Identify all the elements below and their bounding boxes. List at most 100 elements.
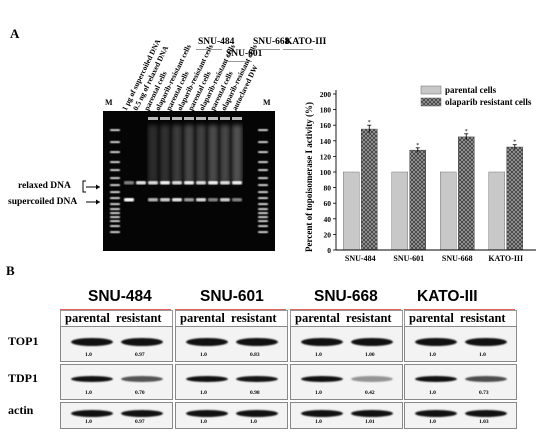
condition-label-resistant: resistant: [116, 311, 162, 325]
gel-marker-band: [258, 169, 268, 172]
band-quantification: 0.97: [135, 419, 145, 425]
bar-parental: [391, 171, 408, 251]
blot-top1: 1.0 1.0: [404, 326, 517, 362]
y-tick-label: 180: [320, 106, 332, 115]
condition-label-parental: parental: [180, 311, 225, 325]
gel-supercoiled-band: [184, 198, 194, 202]
y-tick-label: 80: [324, 184, 332, 193]
legend-swatch: [420, 97, 442, 107]
supercoiled-dna-label: supercoiled DNA: [8, 197, 78, 207]
y-tick-label: 100: [320, 168, 332, 177]
gel-group-label-snu484: SNU-484: [198, 37, 235, 47]
bar-resistant: [458, 136, 475, 251]
blot-band: [236, 376, 278, 382]
gel-marker-band: [110, 161, 120, 164]
gel-smear: [220, 125, 230, 183]
group-underline-snu668: [252, 49, 280, 50]
band-quantification: 1.0: [429, 352, 436, 358]
gel-marker-band: [258, 203, 268, 206]
band-quantification: 0.70: [135, 390, 145, 396]
gel-marker-band: [110, 177, 120, 180]
band-quantification: 1.0: [200, 352, 207, 358]
bar-parental: [343, 171, 360, 251]
gel-smear: [160, 125, 170, 183]
blot-tdp1: 1.0 0.73: [404, 364, 517, 400]
gel-marker-band: [258, 208, 268, 211]
gel-supercoiled-band: [196, 198, 206, 202]
bar-resistant: [361, 128, 378, 251]
blot-band: [186, 338, 228, 346]
condition-label-parental: parental: [65, 311, 110, 325]
blot-band: [351, 376, 393, 382]
gel-image: [103, 111, 275, 251]
gel-marker-band: [110, 169, 120, 172]
gel-marker-band: [110, 151, 120, 154]
gel-well: [208, 117, 218, 120]
gel-relaxed-band: [196, 181, 206, 185]
gel-relaxed-band: [160, 181, 170, 185]
gel-marker-band: [110, 197, 120, 200]
gel-marker-band: [110, 212, 120, 215]
relaxed-dna-label: relaxed DNA: [18, 181, 71, 191]
blot-actin: 1.0 1.0: [175, 402, 288, 429]
gel-marker-band: [258, 184, 268, 187]
gel-relaxed-band: [124, 181, 134, 185]
gel-band-arrows: [82, 180, 100, 205]
legend-label: parental cells: [445, 85, 497, 95]
bar-parental: [440, 171, 457, 251]
blot-band: [415, 410, 457, 417]
blot-top1: 1.0 1.00: [290, 326, 403, 362]
blot-band: [71, 376, 113, 382]
condition-label-resistant: resistant: [231, 311, 277, 325]
bar-resistant: [409, 149, 426, 251]
blot-tdp1: 1.0 0.42: [290, 364, 403, 400]
band-quantification: 1.0: [429, 419, 436, 425]
marker-label-right: M: [263, 98, 271, 107]
condition-header: parental resistant: [60, 310, 173, 326]
band-quantification: 1.0: [315, 419, 322, 425]
blot-actin: 1.0 1.01: [290, 402, 403, 429]
cell-line-title: SNU-601: [200, 288, 264, 305]
band-quantification: 1.0: [315, 352, 322, 358]
chart-y-axis-label: Percent of topoisomerase I activity (%): [304, 101, 314, 252]
blot-band: [465, 410, 507, 417]
x-category-label: SNU-601: [393, 254, 424, 263]
gel-smear: [232, 125, 242, 183]
gel-marker-band: [110, 129, 120, 132]
gel-marker-band: [110, 216, 120, 219]
gel-supercoiled-band: [208, 198, 218, 202]
topoisomerase-activity-chart: * * * * 0 20 40 60 80 100 120 140 160 180 200 SNU-484 S…: [300, 80, 550, 270]
band-quantification: 1.0: [479, 352, 486, 358]
bar-resistant: [506, 146, 523, 251]
gel-marker-band: [110, 184, 120, 187]
blot-band: [71, 338, 113, 346]
gel-well: [196, 117, 206, 120]
band-quantification: 1.01: [365, 419, 375, 425]
blot-band: [415, 338, 457, 346]
cell-line-title: SNU-668: [314, 288, 378, 305]
cell-line-divider: [60, 309, 171, 310]
band-quantification: 1.0: [85, 352, 92, 358]
x-category-label: KATO-III: [488, 254, 523, 263]
condition-label-parental: parental: [409, 311, 454, 325]
gel-marker-band: [258, 220, 268, 223]
y-tick-label: 0: [327, 246, 331, 255]
y-tick-label: 20: [324, 230, 332, 239]
gel-marker-band: [110, 225, 120, 228]
blot-band: [301, 338, 343, 346]
significance-marker: *: [513, 140, 516, 146]
row-label-tdp1: TDP1: [8, 371, 38, 385]
blot-band: [465, 376, 507, 382]
gel-marker-band: [110, 208, 120, 211]
gel-relaxed-band: [232, 181, 242, 185]
gel-marker-band: [258, 216, 268, 219]
x-category-label: SNU-484: [345, 254, 376, 263]
gel-well: [172, 117, 182, 120]
gel-marker-band: [258, 197, 268, 200]
blot-band: [351, 338, 393, 346]
blot-band: [121, 410, 163, 417]
condition-header: parental resistant: [175, 310, 288, 326]
blot-band: [465, 338, 507, 346]
row-label-actin: actin: [8, 403, 34, 417]
gel-marker-band: [258, 231, 268, 234]
